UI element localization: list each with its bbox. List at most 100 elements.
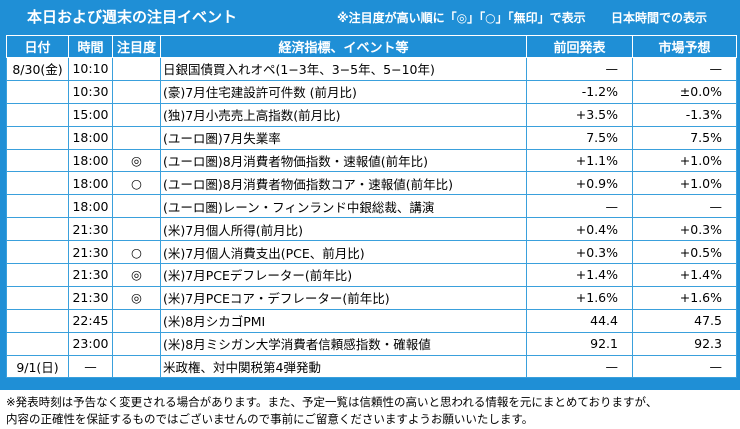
cell-date xyxy=(6,217,69,242)
table-row: 18:00 (ユーロ圏)レーン・フィンランド中銀総裁、講演 — — xyxy=(6,194,737,219)
timezone-note: 日本時間での表示 xyxy=(611,11,708,25)
cell-previous: — xyxy=(526,354,633,379)
cell-previous: +0.3% xyxy=(526,240,633,265)
col-date: 日付 xyxy=(6,35,69,58)
cell-previous: +1.6% xyxy=(526,285,633,310)
cell-time: 18:00 xyxy=(68,125,113,150)
importance-legend: ※注目度が高い順に「◎」「○」「無印」で表示 xyxy=(337,11,586,25)
cell-event: (米)7月PCEコア・デフレーター(前年比) xyxy=(160,285,527,310)
cell-importance: ◎ xyxy=(112,263,161,287)
cell-date xyxy=(6,331,69,356)
cell-forecast: ±0.0% xyxy=(632,79,737,104)
cell-previous: +0.4% xyxy=(526,217,633,242)
cell-importance xyxy=(112,331,161,356)
cell-previous: +3.5% xyxy=(526,102,633,127)
cell-importance xyxy=(112,217,161,242)
disclaimer: ※発表時刻は予告なく変更される場合があります。また、予定一覧は信頼性の高いと思わ… xyxy=(6,394,736,428)
cell-forecast: +1.6% xyxy=(632,285,737,310)
cell-forecast: — xyxy=(632,194,737,219)
table-row: 10:30 (豪)7月住宅建設許可件数 (前月比) -1.2% ±0.0% xyxy=(6,79,737,104)
cell-time: — xyxy=(68,354,113,379)
cell-importance xyxy=(112,354,161,379)
events-table-body: 8/30(金) 10:10 日銀国債買入れオペ(1−3年、3−5年、5−10年) — —… xyxy=(6,57,737,379)
cell-forecast: +0.5% xyxy=(632,240,737,265)
cell-forecast: — xyxy=(632,57,737,81)
table-row: 9/1(日) — 米政権、対中関税第4弾発動 — — xyxy=(6,354,737,379)
table-row: 21:30 (米)7月個人所得(前月比) +0.4% +0.3% xyxy=(6,217,737,242)
cell-previous: -1.2% xyxy=(526,79,633,104)
cell-importance: ○ xyxy=(112,240,161,265)
cell-event: 米政権、対中関税第4弾発動 xyxy=(160,354,527,379)
cell-forecast: +0.3% xyxy=(632,217,737,242)
cell-forecast: 7.5% xyxy=(632,125,737,150)
cell-time: 18:00 xyxy=(68,194,113,219)
cell-time: 21:30 xyxy=(68,240,113,265)
col-importance: 注目度 xyxy=(112,35,161,58)
cell-event: (ユーロ圏)レーン・フィンランド中銀総裁、講演 xyxy=(160,194,527,219)
table-row: 21:30 ◎ (米)7月PCEコア・デフレーター(前年比) +1.6% +1.6% xyxy=(6,285,737,310)
cell-event: (米)8月ミシガン大学消費者信頼感指数・確報値 xyxy=(160,331,527,356)
cell-event: (米)7月PCEデフレーター(前年比) xyxy=(160,263,527,287)
cell-forecast: 92.3 xyxy=(632,331,737,356)
cell-time: 10:10 xyxy=(68,57,113,81)
panel-header: 本日および週末の注目イベント ※注目度が高い順に「◎」「○」「無印」で表示 日本… xyxy=(1,1,739,29)
cell-time: 21:30 xyxy=(68,217,113,242)
table-header-row: 日付 時間 注目度 経済指標、イベント等 前回発表 市場予想 xyxy=(6,35,737,58)
cell-time: 21:30 xyxy=(68,285,113,310)
cell-previous: — xyxy=(526,194,633,219)
cell-importance: ○ xyxy=(112,171,161,196)
cell-forecast: +1.0% xyxy=(632,148,737,173)
table-row: 18:00 (ユーロ圏)7月失業率 7.5% 7.5% xyxy=(6,125,737,150)
cell-forecast: +1.4% xyxy=(632,263,737,287)
table-row: 22:45 (米)8月シカゴPMI 44.4 47.5 xyxy=(6,308,737,333)
cell-time: 18:00 xyxy=(68,148,113,173)
cell-event: (米)8月シカゴPMI xyxy=(160,308,527,333)
table-row: 18:00 ○ (ユーロ圏)8月消費者物価指数コア・速報値(前年比) +0.9% +1.… xyxy=(6,171,737,196)
disclaimer-line-2: 内容の正確性を保証するものではございませんので事前にご留意くださいますようお願い… xyxy=(6,412,534,426)
cell-event: (ユーロ圏)8月消費者物価指数・速報値(前年比) xyxy=(160,148,527,173)
table-row: 21:30 ◎ (米)7月PCEデフレーター(前年比) +1.4% +1.4% xyxy=(6,263,737,287)
col-previous: 前回発表 xyxy=(526,35,633,58)
table-row: 8/30(金) 10:10 日銀国債買入れオペ(1−3年、3−5年、5−10年) — — xyxy=(6,57,737,81)
cell-importance xyxy=(112,102,161,127)
cell-date xyxy=(6,148,69,173)
events-panel: 本日および週末の注目イベント ※注目度が高い順に「◎」「○」「無印」で表示 日本… xyxy=(0,0,740,390)
events-table: 日付 時間 注目度 経済指標、イベント等 前回発表 市場予想 8/30(金) 10… xyxy=(6,35,737,379)
cell-date xyxy=(6,308,69,333)
cell-event: (独)7月小売売上高指数(前月比) xyxy=(160,102,527,127)
col-event: 経済指標、イベント等 xyxy=(160,35,527,58)
cell-forecast: -1.3% xyxy=(632,102,737,127)
cell-date xyxy=(6,263,69,287)
cell-forecast: — xyxy=(632,354,737,379)
cell-importance xyxy=(112,194,161,219)
cell-event: (豪)7月住宅建設許可件数 (前月比) xyxy=(160,79,527,104)
cell-date xyxy=(6,79,69,104)
cell-event: (ユーロ圏)8月消費者物価指数コア・速報値(前年比) xyxy=(160,171,527,196)
cell-importance xyxy=(112,308,161,333)
cell-date xyxy=(6,240,69,265)
cell-forecast: +1.0% xyxy=(632,171,737,196)
cell-date xyxy=(6,194,69,219)
table-row: 15:00 (独)7月小売売上高指数(前月比) +3.5% -1.3% xyxy=(6,102,737,127)
cell-date xyxy=(6,102,69,127)
table-row: 18:00 ◎ (ユーロ圏)8月消費者物価指数・速報値(前年比) +1.1% +1.0% xyxy=(6,148,737,173)
col-forecast: 市場予想 xyxy=(632,35,737,58)
cell-forecast: 47.5 xyxy=(632,308,737,333)
page-title: 本日および週末の注目イベント xyxy=(27,8,238,26)
cell-previous: 7.5% xyxy=(526,125,633,150)
cell-time: 15:00 xyxy=(68,102,113,127)
cell-date xyxy=(6,125,69,150)
cell-previous: — xyxy=(526,57,633,81)
cell-date: 9/1(日) xyxy=(6,354,69,379)
cell-importance: ◎ xyxy=(112,285,161,310)
col-time: 時間 xyxy=(68,35,113,58)
cell-time: 10:30 xyxy=(68,79,113,104)
cell-importance: ◎ xyxy=(112,148,161,173)
cell-time: 21:30 xyxy=(68,263,113,287)
cell-date: 8/30(金) xyxy=(6,57,69,81)
cell-date xyxy=(6,285,69,310)
cell-event: (米)7月個人所得(前月比) xyxy=(160,217,527,242)
cell-importance xyxy=(112,79,161,104)
cell-previous: +0.9% xyxy=(526,171,633,196)
cell-date xyxy=(6,171,69,196)
